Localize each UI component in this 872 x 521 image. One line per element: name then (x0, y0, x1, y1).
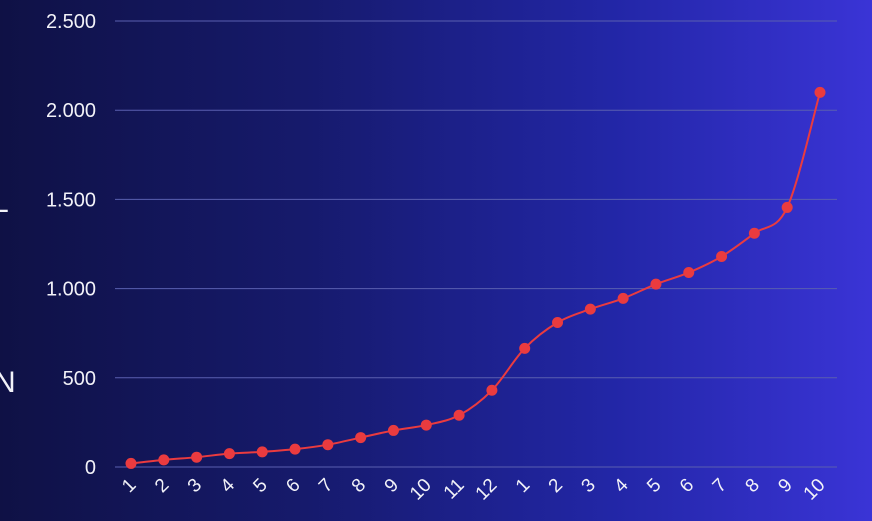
data-point (584, 303, 596, 315)
y-tick-label: 500 (63, 368, 96, 390)
x-tick-label: 7 (709, 475, 731, 497)
grid-lines (115, 20, 837, 468)
x-tick-label: 7 (315, 475, 337, 497)
x-tick-label: 8 (742, 475, 764, 497)
x-tick-label: 2 (151, 475, 173, 497)
x-tick-label: 5 (249, 475, 271, 497)
data-point (781, 201, 793, 213)
y-tick-label: 1.000 (46, 279, 96, 301)
data-point (158, 454, 170, 466)
edge-text-1: L (0, 186, 9, 219)
data-point (191, 451, 203, 463)
x-tick-label: 10 (406, 475, 436, 505)
y-tick-label: 1.500 (46, 189, 96, 211)
data-point (617, 292, 629, 304)
x-tick-label: 4 (217, 474, 240, 497)
data-points (125, 86, 826, 469)
data-point (420, 419, 432, 431)
y-tick-label: 2.500 (46, 11, 96, 33)
data-point (223, 448, 235, 460)
edge-text-2: N (0, 366, 16, 399)
data-point (322, 439, 334, 451)
x-tick-label: 12 (472, 475, 502, 505)
x-tick-label: 5 (643, 475, 665, 497)
data-point (683, 267, 695, 279)
y-axis: 0 500 1.000 1.500 2.000 2.500 (46, 11, 96, 479)
data-point (552, 316, 564, 328)
x-axis: 1 2 3 4 5 6 7 8 9 10 11 12 1 2 3 4 5 6 7 8 9 10 (118, 474, 829, 504)
data-point (355, 432, 367, 444)
data-point (716, 250, 728, 262)
x-tick-label: 4 (610, 474, 633, 497)
y-tick-label: 0 (85, 457, 96, 479)
x-tick-label: 8 (348, 475, 370, 497)
data-point (486, 384, 498, 396)
x-tick-label: 9 (774, 475, 796, 497)
x-tick-label: 1 (118, 475, 140, 497)
x-tick-label: 3 (578, 475, 600, 497)
x-tick-label: 6 (676, 475, 698, 497)
data-point (650, 278, 662, 290)
x-tick-label: 1 (512, 475, 534, 497)
x-tick-label: 2 (545, 475, 567, 497)
data-point (748, 227, 760, 239)
data-point (289, 443, 301, 455)
data-point (125, 457, 137, 469)
data-point (519, 342, 531, 354)
y-tick-label: 2.000 (46, 100, 96, 122)
data-point (814, 86, 826, 98)
data-point (453, 409, 465, 421)
data-point (387, 424, 399, 436)
x-tick-label: 6 (282, 475, 304, 497)
x-tick-label: 9 (381, 475, 403, 497)
series-line (130, 92, 821, 465)
x-tick-label: 11 (440, 475, 469, 504)
x-tick-label: 3 (184, 475, 206, 497)
x-tick-label: 10 (800, 475, 830, 505)
data-point (256, 446, 268, 458)
